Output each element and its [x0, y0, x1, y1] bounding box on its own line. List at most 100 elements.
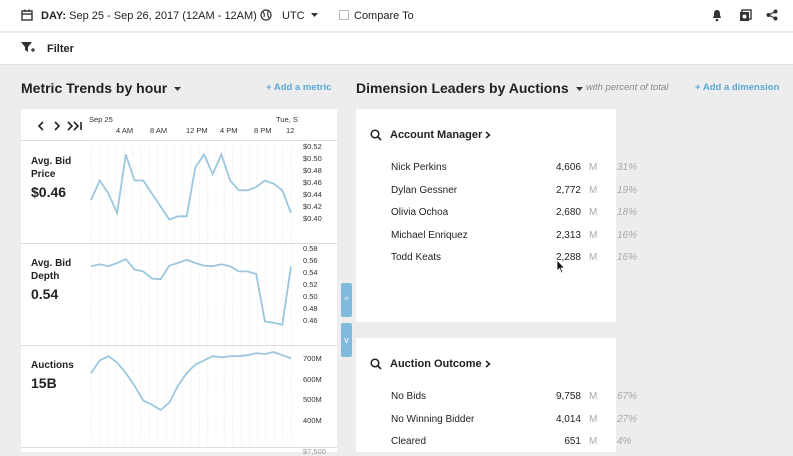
collapse-up-tab[interactable]: ^ [341, 283, 352, 317]
metric-name: Auctions [31, 359, 74, 372]
metric-name: Avg. Bid Depth [31, 257, 71, 283]
dimension-leaders-title-text: Dimension Leaders by Auctions [356, 80, 569, 96]
dimension-pct: 18% [617, 207, 638, 218]
chevron-right-icon [485, 131, 491, 139]
x-tick-label: 12 [286, 126, 295, 135]
filter-bar: Filter [0, 33, 793, 65]
globe-icon[interactable] [260, 9, 272, 21]
x-tick-label: 4 PM [220, 126, 238, 135]
y-tick-label: 400M [303, 415, 322, 425]
add-dimension-link[interactable]: + Add a dimension [695, 82, 780, 93]
dimension-pct: 16% [617, 229, 638, 241]
y-tick-label: 0.56 [303, 256, 318, 265]
metric-name-line1: Auctions [31, 360, 74, 371]
series-line [90, 258, 292, 326]
chevron-down-icon [174, 86, 182, 91]
dimension-value: 9,758 [555, 391, 581, 402]
filter-button[interactable]: Filter [47, 43, 74, 55]
dimension-card: Auction Outcome No Bids 9,758 M 67% No Winnin… [356, 338, 637, 452]
dimension-pct: 19% [617, 184, 638, 196]
y-tick-label: $0.46 [303, 178, 322, 187]
date-prefix: DAY: [41, 10, 67, 22]
filter-icon[interactable] [21, 42, 35, 54]
calendar-icon[interactable] [21, 9, 33, 21]
metric-name: Avg. Bid Price [31, 155, 71, 181]
metric-sparkline [90, 142, 292, 242]
y-tick-label: $0.52 [303, 142, 322, 151]
y-tick-label: $0.42 [303, 202, 322, 211]
y-tick-label: $0.48 [303, 166, 322, 175]
metric-value: $0.46 [31, 184, 67, 200]
compare-label: Compare To [354, 10, 414, 22]
y-tick-label: $0.44 [303, 190, 322, 199]
chevron-down-icon[interactable] [311, 13, 318, 18]
dimension-pct: 4% [617, 436, 632, 447]
metric-trends-panel: Sep 25 4 AM 8 AM 12 PM 4 PM 8 PM Tue, S 12 Avg.… [21, 109, 337, 456]
dimension-row[interactable]: Dylan Gessner 2,772 M 19% [391, 184, 637, 203]
dimension-name: Nick Perkins [391, 162, 447, 173]
next-icon[interactable] [53, 121, 61, 131]
x-tick-label: 8 PM [254, 126, 272, 135]
metric-row: Avg. Bid Depth 0.54 0.58 0.56 0.54 0.52 0.50 0.4… [21, 244, 337, 346]
row-divider [21, 243, 337, 244]
top-bar: DAY: Sep 25 - Sep 26, 2017 (12AM - 12AM)… [0, 0, 793, 32]
dimension-leaders-title[interactable]: Dimension Leaders by Auctions [356, 80, 583, 96]
x-tick-label: 8 AM [150, 126, 168, 135]
metric-value: 0.54 [31, 286, 59, 302]
dimension-unit: M [589, 184, 598, 196]
y-tick-label: $0.40 [303, 214, 322, 223]
mouse-cursor-icon [556, 259, 566, 274]
compare-checkbox[interactable] [339, 10, 349, 20]
dimension-name: Michael Enriquez [391, 229, 468, 241]
dimension-pct: 31% [617, 162, 638, 173]
y-tick-label: 700M [303, 354, 322, 363]
copy-icon[interactable] [739, 9, 752, 22]
dimension-name: Dylan Gessner [391, 184, 458, 196]
chevron-right-icon [485, 360, 491, 368]
bell-icon[interactable] [711, 9, 723, 22]
row-divider [21, 447, 337, 448]
dimension-row[interactable]: Michael Enriquez 2,313 M 16% [391, 229, 637, 248]
add-metric-link[interactable]: + Add a metric [266, 82, 332, 93]
dimension-value: 4,014 [555, 413, 581, 425]
dimension-row[interactable]: Cleared 651 M 4% [391, 436, 631, 454]
metric-value: 15B [31, 375, 57, 391]
y-tick-label: 500M [303, 395, 322, 404]
dimension-row[interactable]: No Winning Bidder 4,014 M 27% [391, 413, 637, 432]
metric-row: Avg. Bid Price $0.46 $0.52 $0.50 $0.48 $0.46 $0… [21, 142, 337, 244]
metric-trends-title[interactable]: Metric Trends by hour [21, 80, 182, 96]
search-icon[interactable] [370, 358, 382, 370]
collapse-down-tab[interactable]: v [341, 323, 352, 357]
y-tick-label: 0.58 [303, 244, 318, 253]
metric-trends-title-text: Metric Trends by hour [21, 80, 168, 96]
chevron-down-icon [575, 86, 583, 91]
metric-name-line2: Price [31, 169, 56, 180]
series-line [90, 152, 292, 221]
date-range-text: Sep 25 - Sep 26, 2017 (12AM - 12AM) [69, 10, 257, 22]
dimension-name: No Winning Bidder [391, 413, 475, 425]
card-header[interactable]: Auction Outcome [370, 355, 491, 373]
card-header[interactable]: Account Manager [370, 126, 491, 144]
dimension-unit: M [589, 252, 598, 263]
dimension-pct: 27% [617, 413, 638, 425]
dimension-row[interactable]: Olivia Ochoa 2,680 M 18% [391, 207, 637, 225]
dimension-row[interactable]: Nick Perkins 4,606 M 31% [391, 162, 637, 180]
series-line [90, 351, 292, 412]
dimension-value: 651 [564, 436, 581, 447]
metric-name-line2: Depth [31, 271, 60, 282]
dimension-name: No Bids [391, 391, 427, 402]
dimension-value: 4,606 [555, 162, 581, 173]
dimension-name: Cleared [391, 436, 427, 447]
y-tick-label: 0.46 [303, 316, 318, 325]
first-page-icon[interactable] [37, 121, 45, 131]
dimension-unit: M [589, 207, 598, 218]
dimension-row[interactable]: Todd Keats 2,288 M 16% [391, 252, 637, 270]
search-icon[interactable] [370, 129, 382, 141]
last-page-icon[interactable] [66, 121, 84, 131]
share-icon[interactable] [766, 9, 778, 21]
dimension-unit: M [589, 229, 598, 241]
timezone-selector[interactable]: UTC [282, 10, 305, 22]
dimension-row[interactable]: No Bids 9,758 M 67% [391, 391, 637, 409]
timezone-label: UTC [282, 10, 305, 22]
date-range-selector[interactable]: DAY: Sep 25 - Sep 26, 2017 (12AM - 12AM) [41, 10, 257, 22]
